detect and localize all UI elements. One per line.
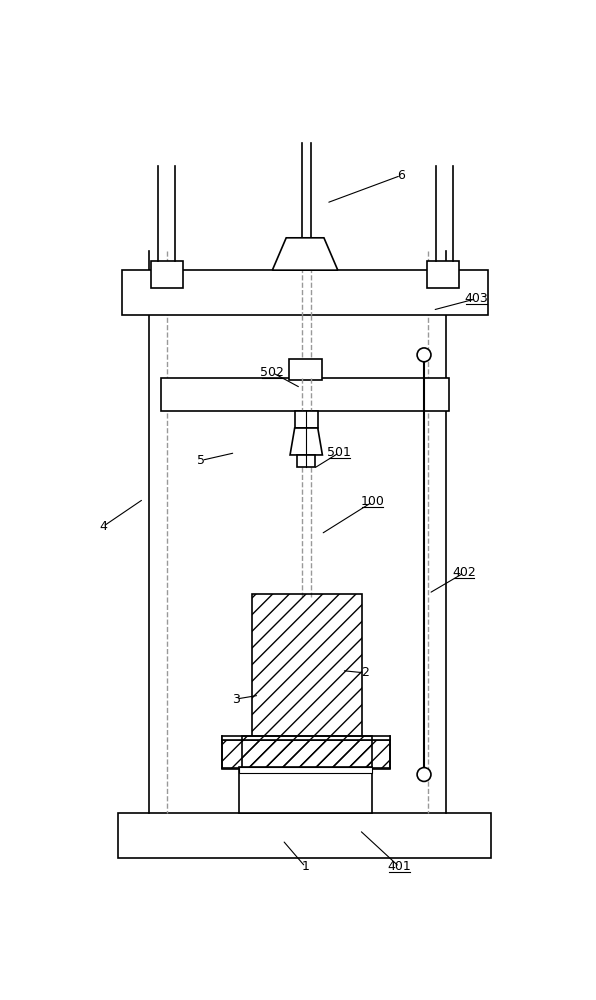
Bar (241, 736, 372, 769)
Bar (289, 359, 322, 380)
Text: 2: 2 (361, 666, 369, 679)
Text: 403: 403 (464, 292, 488, 305)
Text: 100: 100 (361, 495, 384, 508)
Text: 501: 501 (327, 446, 351, 459)
Bar (294, 411, 318, 428)
Text: 3: 3 (232, 693, 240, 706)
Bar (151, 261, 183, 288)
Bar (222, 736, 390, 740)
Bar (222, 740, 390, 769)
Text: 401: 401 (387, 860, 411, 873)
Text: 4: 4 (99, 520, 107, 533)
Text: 5: 5 (197, 454, 206, 467)
Text: 1: 1 (302, 860, 309, 873)
Polygon shape (290, 428, 322, 455)
Text: 6: 6 (397, 169, 405, 182)
Circle shape (417, 348, 431, 362)
Bar (297, 455, 315, 467)
Bar (122, 270, 488, 315)
Text: 502: 502 (260, 366, 284, 379)
Bar (119, 813, 491, 858)
Circle shape (417, 768, 431, 781)
Bar (161, 378, 449, 411)
Bar (252, 594, 362, 740)
Bar (239, 767, 372, 813)
Text: 402: 402 (452, 566, 476, 579)
Bar (239, 767, 372, 773)
Polygon shape (272, 238, 338, 270)
Bar (427, 261, 460, 288)
